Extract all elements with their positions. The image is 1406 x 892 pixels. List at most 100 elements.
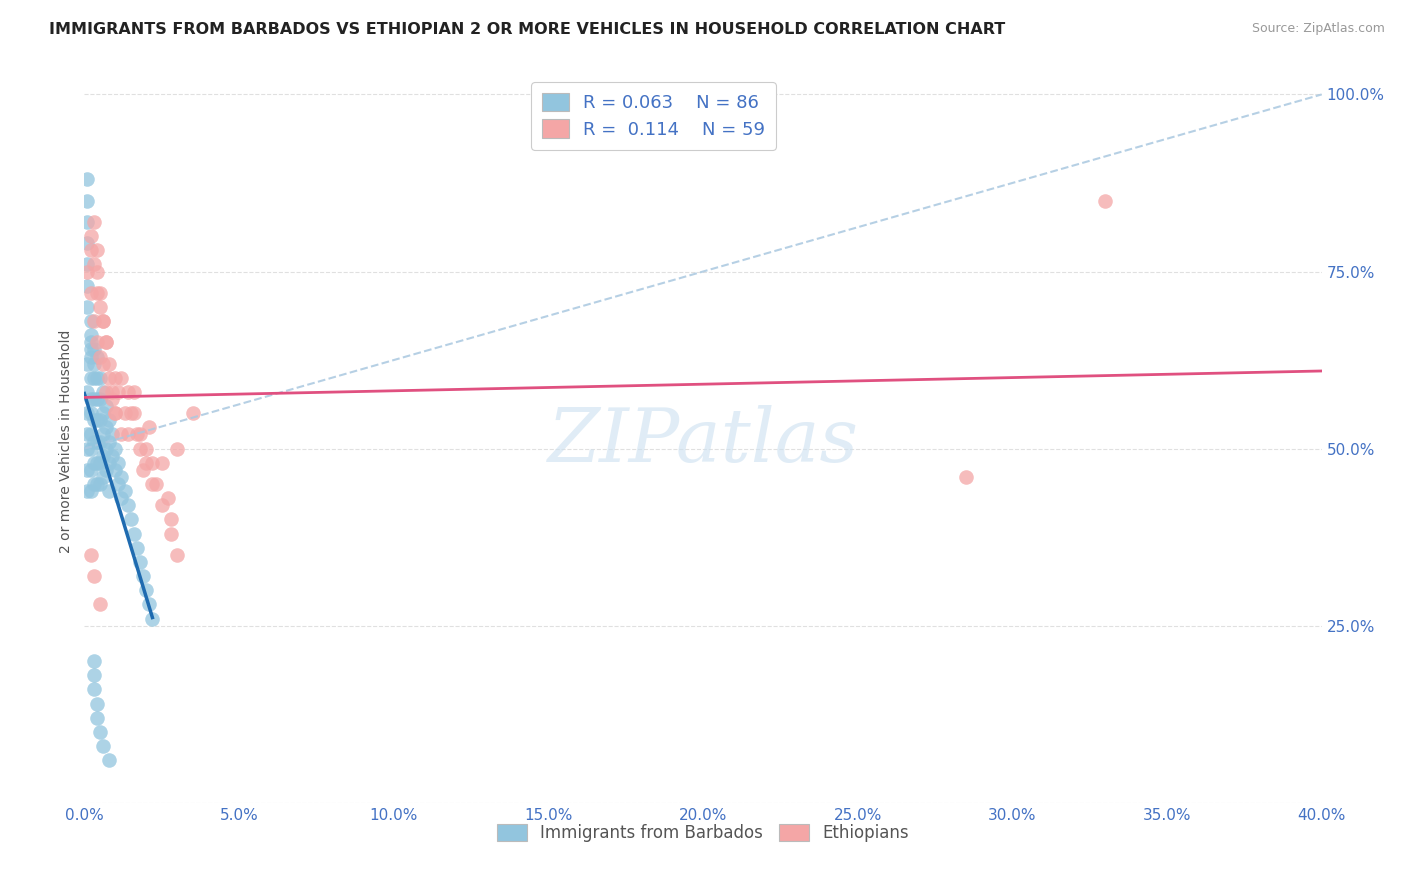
Point <box>135 583 157 598</box>
Point <box>76 278 98 293</box>
Point <box>955 470 977 484</box>
Point <box>181 406 204 420</box>
Point <box>166 442 188 456</box>
Point <box>76 236 98 251</box>
Point <box>89 285 111 300</box>
Point <box>160 512 183 526</box>
Point <box>89 725 111 739</box>
Point <box>135 456 157 470</box>
Point <box>86 335 108 350</box>
Point <box>79 427 101 442</box>
Point <box>94 384 117 399</box>
Point <box>135 442 157 456</box>
Point <box>76 300 98 314</box>
Point <box>79 463 101 477</box>
Point <box>117 498 139 512</box>
Point <box>76 264 98 278</box>
Point <box>122 406 145 420</box>
Point <box>98 413 121 427</box>
Point <box>125 427 148 442</box>
Point <box>76 406 98 420</box>
Point <box>129 555 152 569</box>
Point <box>117 384 139 399</box>
Point <box>94 335 117 350</box>
Point <box>98 434 121 449</box>
Point <box>79 406 101 420</box>
Point <box>98 357 121 371</box>
Point <box>91 449 114 463</box>
Point <box>76 463 98 477</box>
Point <box>91 470 114 484</box>
Point <box>141 477 163 491</box>
Point <box>79 371 101 385</box>
Point <box>110 470 132 484</box>
Point <box>86 392 108 406</box>
Point <box>86 434 108 449</box>
Point <box>76 257 98 271</box>
Point <box>98 371 121 385</box>
Point <box>107 384 129 399</box>
Y-axis label: 2 or more Vehicles in Household: 2 or more Vehicles in Household <box>59 330 73 553</box>
Point <box>94 335 117 350</box>
Point <box>104 463 127 477</box>
Legend: Immigrants from Barbados, Ethiopians: Immigrants from Barbados, Ethiopians <box>489 817 917 848</box>
Point <box>79 314 101 328</box>
Point <box>89 350 111 364</box>
Point <box>101 392 124 406</box>
Point <box>79 548 101 562</box>
Point <box>83 215 105 229</box>
Point <box>79 442 101 456</box>
Point <box>83 257 105 271</box>
Point <box>86 285 108 300</box>
Point <box>120 406 142 420</box>
Point <box>83 477 105 491</box>
Point <box>86 456 108 470</box>
Point <box>160 526 183 541</box>
Point <box>94 420 117 434</box>
Point <box>89 477 111 491</box>
Text: ZIPatlas: ZIPatlas <box>547 405 859 478</box>
Point <box>83 314 105 328</box>
Point <box>94 463 117 477</box>
Point <box>94 442 117 456</box>
Point <box>83 413 105 427</box>
Point <box>145 477 167 491</box>
Text: Source: ZipAtlas.com: Source: ZipAtlas.com <box>1251 22 1385 36</box>
Point <box>138 420 160 434</box>
Point <box>1094 194 1116 208</box>
Point <box>89 598 111 612</box>
Point <box>86 477 108 491</box>
Point <box>132 569 155 583</box>
Point <box>76 215 98 229</box>
Point <box>79 328 101 343</box>
Point <box>91 739 114 753</box>
Point <box>79 392 101 406</box>
Point <box>114 406 136 420</box>
Point <box>91 314 114 328</box>
Point <box>76 194 98 208</box>
Point <box>86 711 108 725</box>
Point <box>156 491 179 506</box>
Point <box>91 384 114 399</box>
Point <box>83 569 105 583</box>
Point <box>94 399 117 413</box>
Point <box>79 350 101 364</box>
Point <box>132 463 155 477</box>
Point <box>101 427 124 442</box>
Point <box>101 384 124 399</box>
Point <box>76 484 98 499</box>
Point <box>89 392 111 406</box>
Point <box>114 484 136 499</box>
Text: IMMIGRANTS FROM BARBADOS VS ETHIOPIAN 2 OR MORE VEHICLES IN HOUSEHOLD CORRELATIO: IMMIGRANTS FROM BARBADOS VS ETHIOPIAN 2 … <box>49 22 1005 37</box>
Point <box>98 456 121 470</box>
Point <box>110 491 132 506</box>
Point <box>125 541 148 555</box>
Point <box>89 371 111 385</box>
Point <box>91 357 114 371</box>
Point <box>86 350 108 364</box>
Point <box>89 434 111 449</box>
Point <box>122 526 145 541</box>
Point <box>79 335 101 350</box>
Point <box>79 343 101 357</box>
Point <box>107 456 129 470</box>
